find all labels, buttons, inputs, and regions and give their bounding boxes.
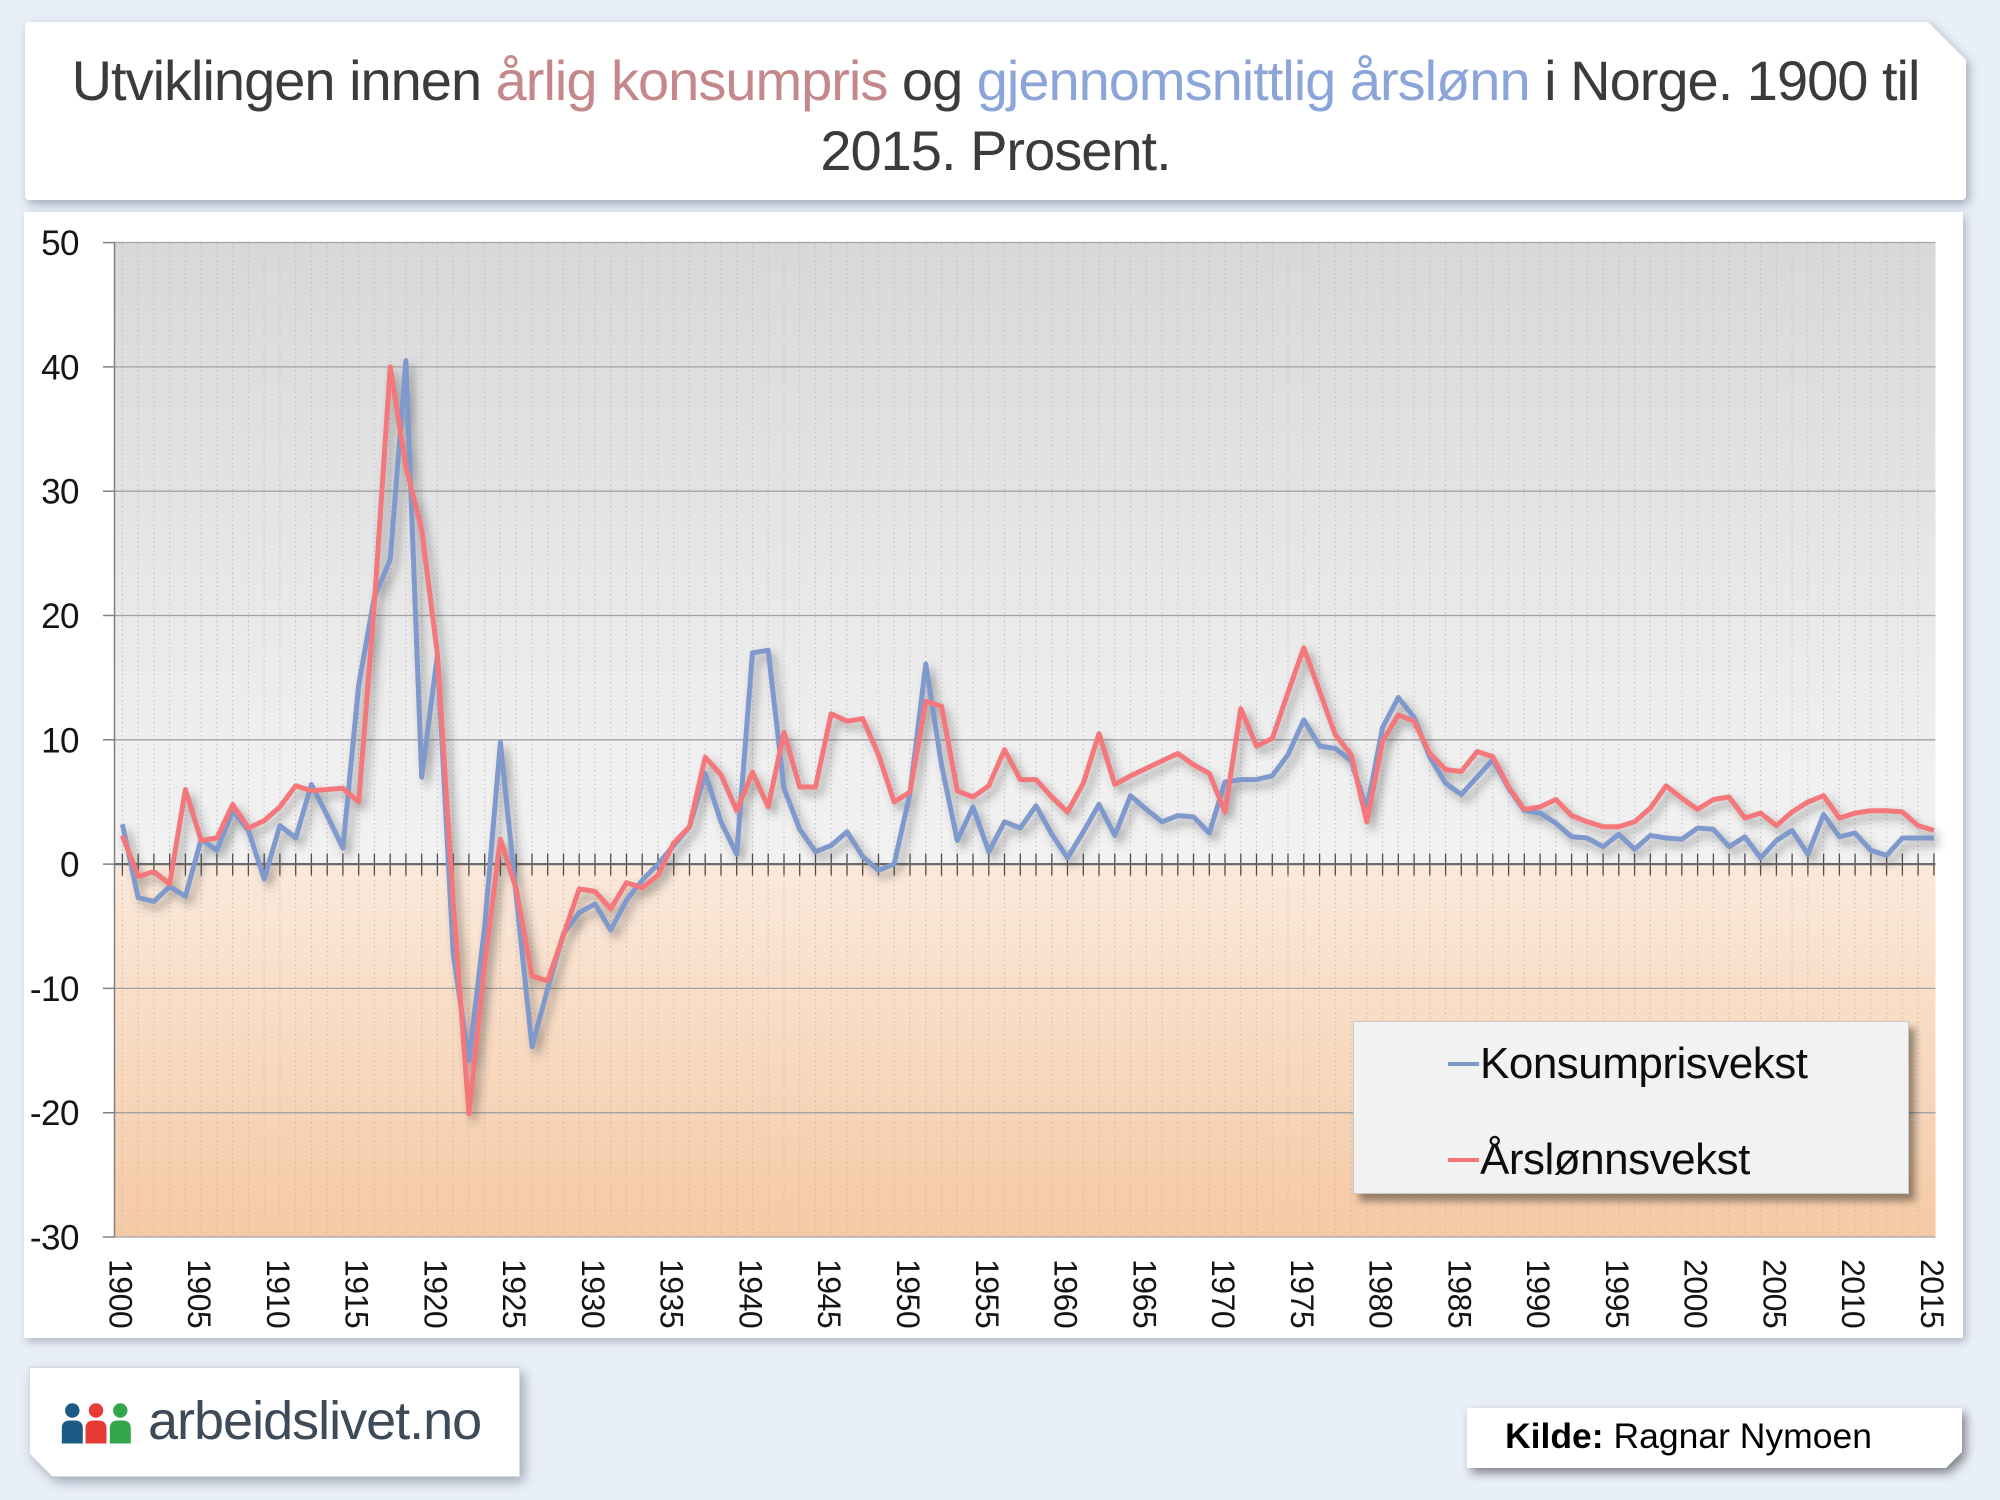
svg-text:1915: 1915 (339, 1259, 375, 1328)
svg-text:2005: 2005 (1756, 1259, 1792, 1328)
svg-text:1945: 1945 (811, 1259, 847, 1328)
svg-text:1940: 1940 (733, 1259, 769, 1328)
svg-text:0: 0 (60, 846, 79, 885)
svg-text:1925: 1925 (496, 1259, 532, 1328)
svg-text:1900: 1900 (102, 1259, 138, 1328)
svg-text:1920: 1920 (417, 1259, 453, 1328)
svg-text:1975: 1975 (1284, 1259, 1320, 1328)
svg-text:30: 30 (41, 473, 79, 512)
svg-text:1910: 1910 (260, 1259, 296, 1328)
svg-text:40: 40 (41, 348, 79, 387)
svg-text:1960: 1960 (1048, 1259, 1084, 1328)
svg-text:1955: 1955 (969, 1259, 1005, 1328)
svg-text:1980: 1980 (1363, 1259, 1399, 1328)
svg-text:1985: 1985 (1441, 1259, 1477, 1328)
svg-text:1995: 1995 (1599, 1259, 1635, 1328)
svg-text:1930: 1930 (575, 1259, 611, 1328)
svg-text:2015: 2015 (1914, 1259, 1950, 1328)
svg-text:10: 10 (41, 721, 79, 760)
svg-text:20: 20 (41, 597, 79, 636)
svg-text:-10: -10 (30, 970, 79, 1009)
svg-text:2000: 2000 (1678, 1259, 1714, 1328)
svg-text:-30: -30 (30, 1219, 79, 1258)
svg-text:50: 50 (41, 224, 79, 263)
svg-text:1990: 1990 (1520, 1259, 1556, 1328)
svg-text:2010: 2010 (1835, 1259, 1871, 1328)
svg-text:1950: 1950 (890, 1259, 926, 1328)
svg-text:1965: 1965 (1126, 1259, 1162, 1328)
svg-text:1935: 1935 (654, 1259, 690, 1328)
svg-text:1905: 1905 (181, 1259, 217, 1328)
svg-text:-20: -20 (30, 1094, 79, 1133)
svg-text:1970: 1970 (1205, 1259, 1241, 1328)
